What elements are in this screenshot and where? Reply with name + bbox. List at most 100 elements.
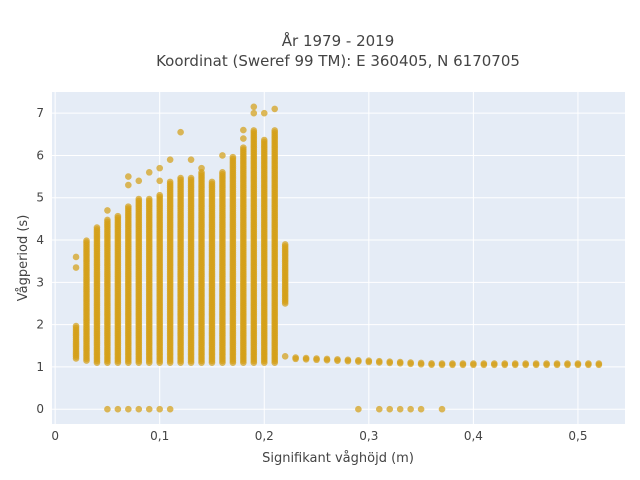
scatter-point [386, 405, 394, 413]
x-axis-label: Signifikant våghöjd (m) [262, 451, 414, 466]
scatter-point [104, 207, 111, 214]
scatter-point [145, 195, 153, 203]
scatter-point [355, 358, 362, 365]
scatter-point [104, 405, 111, 413]
scatter-point [553, 361, 561, 369]
scatter-point [177, 128, 184, 136]
x-tick-label: 0,4 [464, 429, 483, 443]
scatter-point [396, 360, 404, 367]
x-tick-label: 0,5 [568, 429, 587, 443]
x-tick-label: 0,1 [150, 429, 169, 443]
x-tick-label: 0,2 [255, 429, 274, 443]
scatter-point [72, 322, 80, 330]
scatter-point [156, 164, 163, 172]
scatter-point [522, 361, 529, 369]
scatter-point [323, 356, 331, 364]
data-points [72, 103, 603, 413]
scatter-point [375, 405, 383, 413]
scatter-point [407, 360, 414, 368]
scatter-point [396, 405, 404, 413]
scatter-point [428, 361, 435, 369]
y-axis-label: Vågperiod (s) [16, 215, 31, 302]
scatter-point [459, 361, 467, 369]
scatter-point [375, 359, 383, 366]
scatter-point [271, 105, 279, 113]
scatter-point [145, 169, 153, 176]
scatter-point [135, 177, 143, 185]
scatter-point [156, 405, 163, 413]
scatter-point [355, 405, 362, 413]
scatter-point [219, 152, 226, 159]
scatter-point [281, 241, 289, 248]
scatter-point [177, 174, 184, 182]
y-tick-label: 3 [36, 275, 44, 289]
x-tick-label: 0,3 [359, 429, 378, 443]
scatter-point [125, 405, 132, 413]
scatter-point [365, 358, 373, 366]
scatter-point [156, 177, 163, 185]
scatter-point [240, 135, 247, 142]
scatter-point [104, 216, 111, 224]
scatter-point [543, 361, 550, 369]
chart-title: År 1979 - 2019 [282, 31, 395, 50]
scatter-point [302, 356, 310, 363]
y-tick-label: 4 [36, 233, 44, 247]
scatter-point [166, 156, 174, 163]
y-tick-label: 7 [36, 106, 44, 120]
scatter-point [595, 361, 603, 369]
scatter-point [334, 357, 341, 364]
scatter-point [511, 361, 519, 369]
scatter-point [72, 264, 80, 271]
scatter-point [470, 361, 477, 369]
scatter-point [93, 224, 101, 231]
scatter-point [564, 361, 571, 369]
y-tick-label: 0 [36, 402, 44, 416]
scatter-point [260, 109, 268, 117]
scatter-point [187, 174, 195, 182]
scatter-point [449, 361, 456, 369]
scatter-point [72, 253, 80, 261]
y-tick-label: 6 [36, 148, 44, 162]
scatter-point [501, 361, 509, 369]
scatter-point [438, 361, 446, 369]
scatter-point [135, 405, 143, 413]
scatter-point [386, 359, 394, 367]
scatter-point [281, 353, 289, 360]
scatter-point [260, 136, 268, 144]
scatter-point [240, 126, 247, 134]
scatter-point [585, 361, 592, 369]
scatter-point [198, 164, 205, 172]
scatter-point [344, 357, 352, 365]
scatter-point [166, 405, 174, 413]
scatter-point [125, 203, 132, 210]
scatter-point [114, 212, 122, 220]
x-tick-label: 0 [51, 429, 59, 443]
scatter-point [250, 103, 258, 111]
scatter-point [187, 156, 195, 163]
scatter-point [145, 405, 153, 413]
scatter-point [490, 361, 498, 369]
scatter-point [574, 361, 582, 369]
scatter-point [271, 127, 279, 134]
y-tick-label: 1 [36, 360, 44, 374]
scatter-point [156, 191, 163, 199]
scatter-point [166, 178, 174, 186]
scatter-point [219, 169, 226, 176]
chart-subtitle: Koordinat (Sweref 99 TM): E 360405, N 61… [156, 52, 520, 70]
scatter-point [135, 195, 143, 203]
scatter-point [250, 109, 258, 117]
scatter-point [83, 237, 90, 244]
scatter-point [240, 144, 247, 151]
scatter-point [125, 181, 132, 189]
scatter-point [313, 356, 320, 364]
scatter-point [250, 127, 258, 134]
scatter-point [407, 405, 414, 413]
scatter-point [532, 361, 540, 369]
scatter-point [292, 355, 299, 363]
y-tick-label: 2 [36, 318, 44, 332]
scatter-point [114, 405, 122, 413]
scatter-point [125, 173, 132, 180]
scatter-point [417, 360, 425, 368]
tick-labels: 0 1 2 3 4 5 6 7 0 0,1 0,2 0,3 0,4 0,5 [36, 106, 587, 443]
